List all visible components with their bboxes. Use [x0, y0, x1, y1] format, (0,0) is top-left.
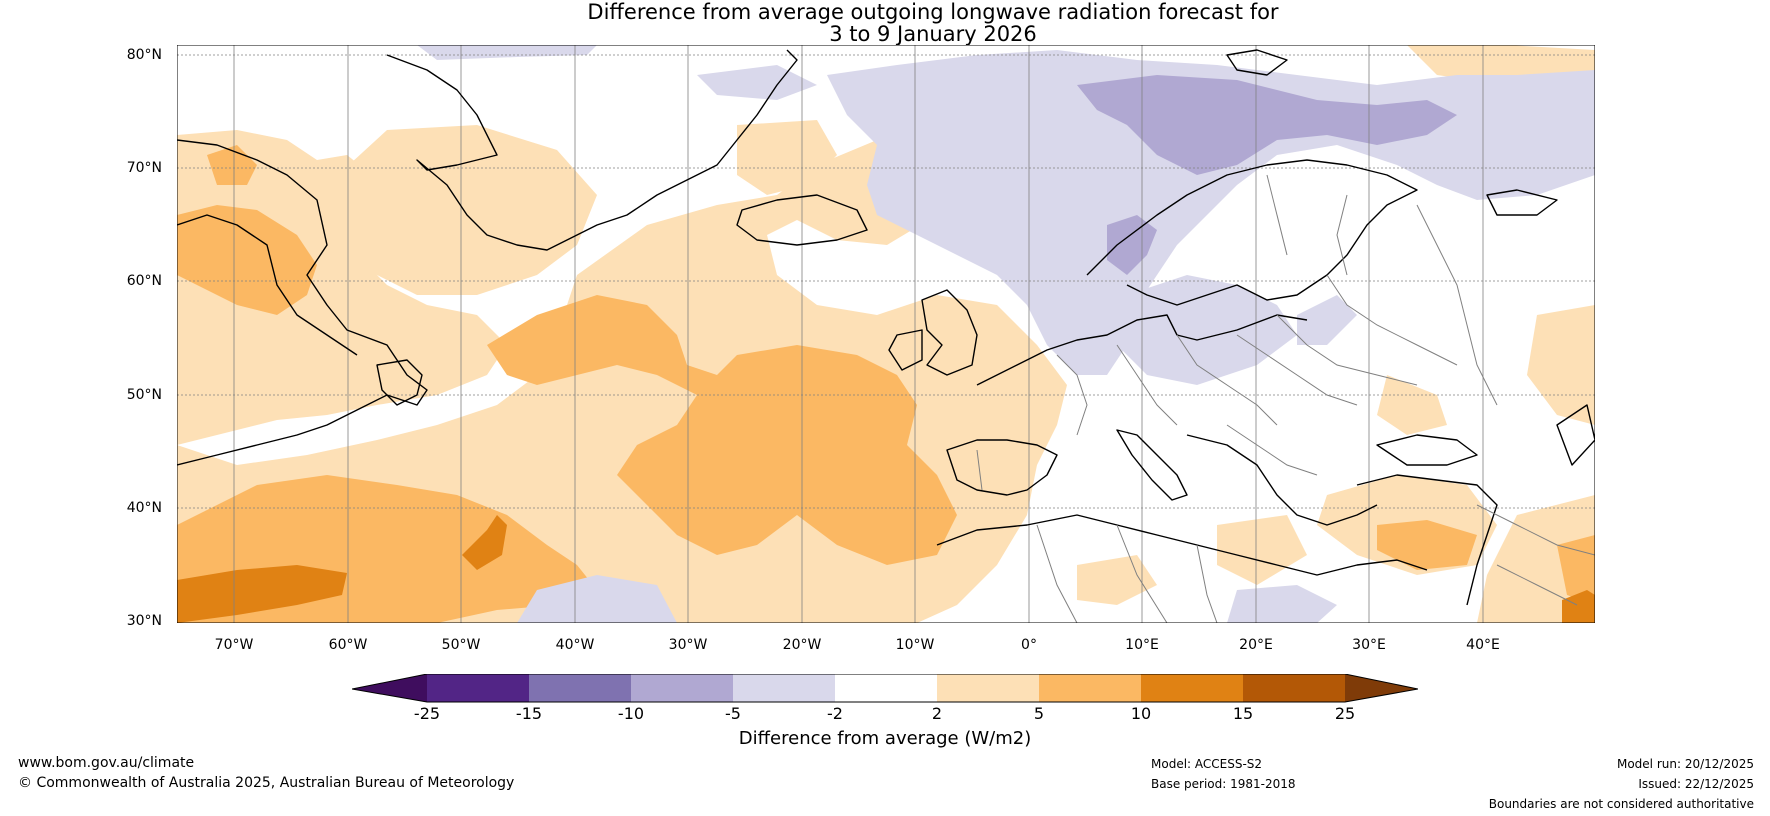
- colorbar-extend-min: [352, 674, 427, 702]
- border-north-africa-1: [1036, 524, 1078, 623]
- colorbar-segment-minus10-minus5: [631, 674, 733, 702]
- footer-issued: Issued: 22/12/2025: [1638, 777, 1754, 791]
- anomaly-region-5-to-10: [177, 145, 1595, 623]
- lat-label-60n: 60°N: [126, 273, 162, 289]
- footer-model-run: Model run: 20/12/2025: [1616, 757, 1754, 771]
- colorbar: [352, 674, 1418, 703]
- border-iberia: [976, 449, 983, 491]
- coast-novaya-zemlya-region: [1486, 189, 1558, 216]
- lon-label-0: 0°: [1021, 637, 1037, 653]
- lon-label-20w: 20°W: [782, 637, 822, 653]
- lat-label-70n: 70°N: [126, 160, 162, 176]
- lon-label-40w: 40°W: [555, 637, 595, 653]
- border-north-africa-2: [1116, 524, 1168, 623]
- coast-balkans-greece: [1186, 434, 1378, 526]
- colorbar-segment-15-25: [1243, 674, 1345, 702]
- colorbar-tick-minus5: -5: [725, 704, 741, 723]
- border-europe-6: [1326, 274, 1458, 366]
- border-russia: [1416, 204, 1498, 406]
- coast-north-america: [177, 139, 428, 466]
- lat-label-50n: 50°N: [126, 387, 162, 403]
- lat-label-40n: 40°N: [126, 500, 162, 516]
- colorbar-segment-minus5-minus2: [733, 674, 835, 702]
- coast-caspian-region: [1556, 404, 1595, 466]
- lon-label-10w: 10°W: [895, 637, 935, 653]
- colorbar-tick-minus2: -2: [827, 704, 843, 723]
- colorbar-segment-minus2-2: [835, 674, 937, 702]
- border-europe-7: [1336, 194, 1348, 276]
- lon-label-30e: 30°E: [1352, 637, 1386, 653]
- border-europe-5: [1276, 314, 1418, 386]
- colorbar-segment-10-15: [1141, 674, 1243, 702]
- border-middle-east-2: [1496, 564, 1578, 606]
- border-north-africa-3: [1196, 544, 1218, 623]
- colorbar-outline: [352, 674, 1418, 703]
- coast-black-sea: [1376, 434, 1478, 466]
- anomaly-region-10-to-15: [177, 515, 1595, 623]
- border-europe-8: [1266, 174, 1288, 256]
- border-balkans: [1226, 424, 1318, 476]
- map-title-line1: Difference from average outgoing longwav…: [587, 0, 1279, 24]
- country-borders: [976, 174, 1595, 623]
- coast-labrador: [177, 214, 358, 356]
- coast-greenland: [386, 49, 798, 251]
- coast-british-isles: [921, 289, 978, 376]
- coast-europe-west: [976, 314, 1308, 386]
- footer-model: Model: ACCESS-S2: [1151, 757, 1263, 771]
- footer-disclaimer: Boundaries are not considered authoritat…: [1488, 797, 1754, 811]
- border-europe-1: [1056, 354, 1088, 436]
- coastlines: [177, 49, 1595, 606]
- colorbar-tick-minus10: -10: [617, 704, 645, 723]
- colorbar-segment-minus15-minus10: [529, 674, 631, 702]
- border-middle-east-1: [1476, 504, 1595, 556]
- footer-base-period: Base period: 1981-2018: [1151, 777, 1296, 791]
- coast-scandinavia: [1086, 159, 1418, 306]
- colorbar-tick-5: 5: [1033, 704, 1045, 723]
- border-europe-3: [1176, 334, 1278, 426]
- footer-copyright: © Commonwealth of Australia 2025, Austra…: [18, 775, 515, 791]
- colorbar-tick-25: 25: [1334, 704, 1356, 723]
- lon-label-30w: 30°W: [668, 637, 708, 653]
- map-title-line2: 3 to 9 January 2026: [829, 22, 1037, 46]
- coast-italy: [1116, 429, 1188, 501]
- colorbar-tick-15: 15: [1232, 704, 1254, 723]
- colorbar-segment-2-5: [937, 674, 1039, 702]
- colorbar-segment-5-10: [1039, 674, 1141, 702]
- colorbar-segment-minus25-minus15: [427, 674, 529, 702]
- colorbar-tick-minus15: -15: [515, 704, 543, 723]
- lon-label-10e: 10°E: [1125, 637, 1159, 653]
- colorbar-extend-max: [1345, 674, 1418, 702]
- colorbar-tick-10: 10: [1130, 704, 1152, 723]
- olr-anomaly-map: [177, 45, 1595, 623]
- lon-label-70w: 70°W: [214, 637, 254, 653]
- lon-label-40e: 40°E: [1466, 637, 1500, 653]
- coast-newfoundland: [376, 359, 423, 406]
- coast-iberia: [946, 439, 1058, 496]
- anomaly-region-minus10-to-minus5: [1077, 75, 1457, 275]
- graticule: [177, 45, 1595, 623]
- coast-ireland: [888, 329, 923, 371]
- border-europe-4: [1236, 334, 1358, 406]
- coast-iceland: [736, 194, 868, 246]
- colorbar-tick-minus25: -25: [413, 704, 441, 723]
- coast-turkey-levant: [1356, 474, 1498, 606]
- lat-label-30n: 30°N: [126, 613, 162, 629]
- colorbar-label: Difference from average (W/m2): [738, 728, 1032, 749]
- lon-label-50w: 50°W: [441, 637, 481, 653]
- colorbar-tick-2: 2: [931, 704, 943, 723]
- lon-label-60w: 60°W: [328, 637, 368, 653]
- border-europe-2: [1116, 344, 1178, 426]
- lon-label-20e: 20°E: [1239, 637, 1273, 653]
- coast-svalbard: [1226, 49, 1288, 76]
- footer-url[interactable]: www.bom.gov.au/climate: [18, 755, 195, 771]
- lat-label-80n: 80°N: [126, 47, 162, 63]
